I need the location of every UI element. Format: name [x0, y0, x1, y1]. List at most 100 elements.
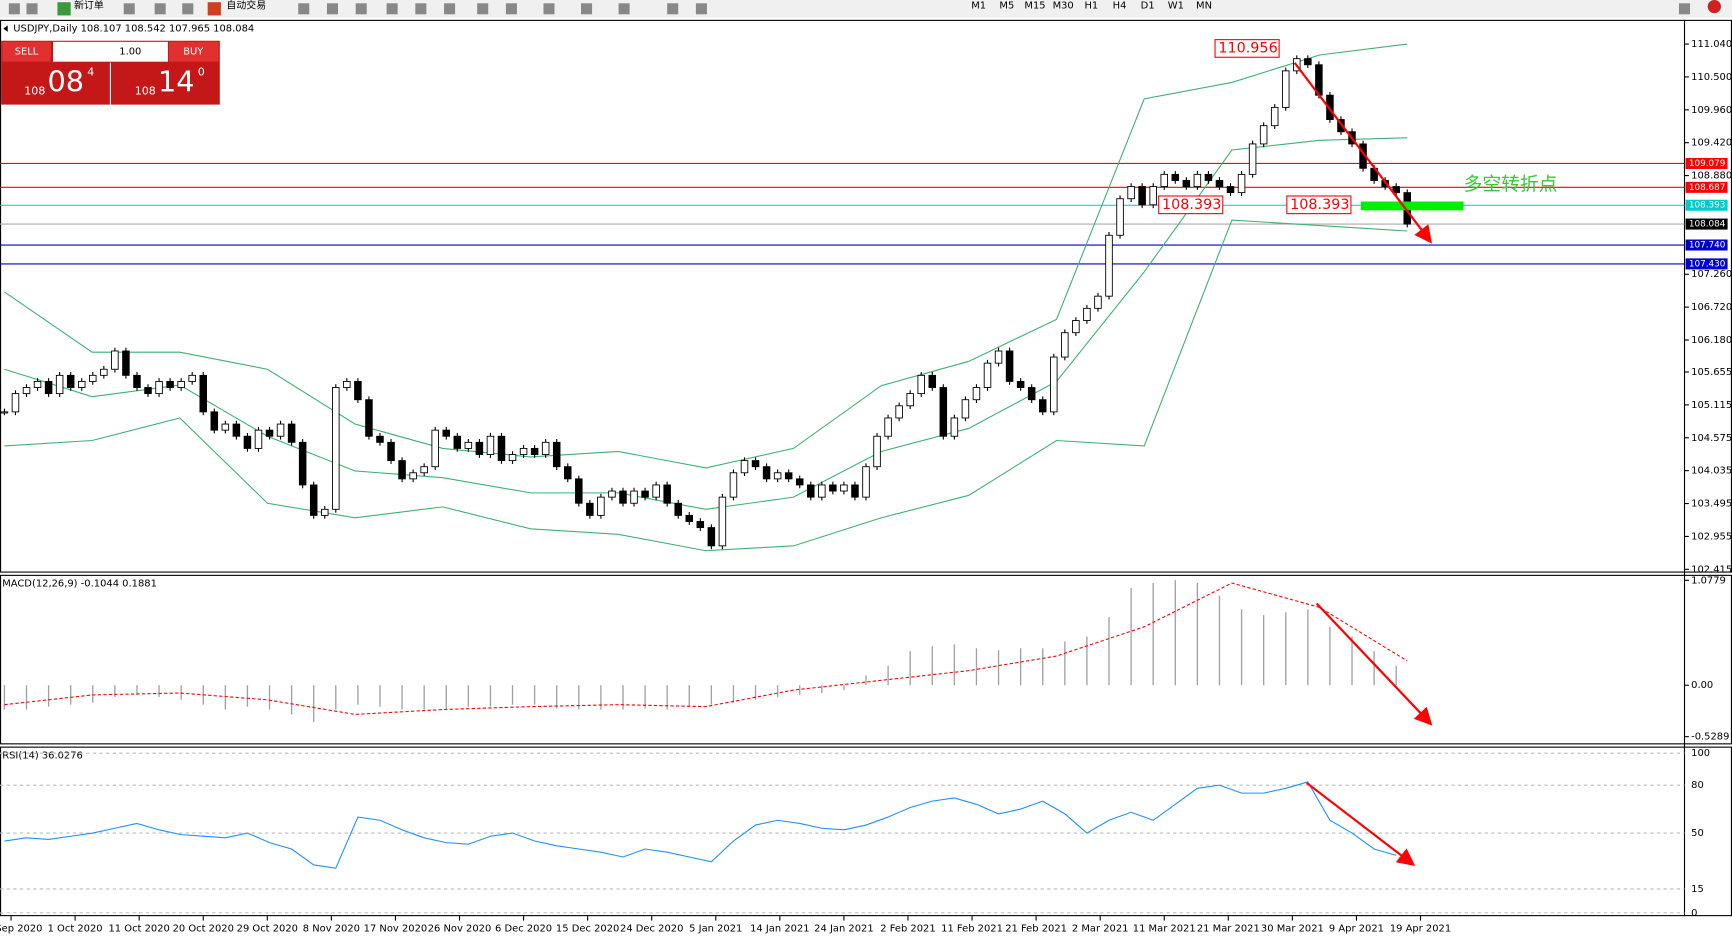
- candle: [895, 405, 903, 419]
- price-line-tag: [1685, 181, 1728, 193]
- date-label: 5 Jan 2021: [689, 923, 742, 934]
- macd-bar: [467, 685, 470, 707]
- lots[interactable]: 1.00: [119, 47, 141, 58]
- candle: [840, 484, 848, 492]
- candle: [100, 368, 108, 376]
- price-tick-label: 104.575: [1691, 433, 1732, 444]
- sell-button[interactable]: [2, 41, 51, 62]
- candle: [442, 429, 451, 437]
- annotation-box: [1286, 195, 1352, 215]
- candle: [818, 484, 826, 498]
- annotation: 108.393: [1290, 197, 1349, 213]
- candle: [1149, 186, 1157, 206]
- macd-tick-label: -0.5289: [1691, 732, 1729, 743]
- candle: [718, 496, 727, 547]
- candle: [807, 484, 815, 498]
- macd-bar: [1218, 595, 1221, 686]
- candle: [1005, 350, 1014, 382]
- price-line-label: 109.079: [1689, 159, 1726, 169]
- candle: [795, 478, 804, 486]
- new-order-icon[interactable]: [57, 2, 71, 16]
- timeframe-button[interactable]: D1: [1141, 1, 1155, 12]
- macd-bar: [1351, 636, 1353, 686]
- lots-input[interactable]: [53, 41, 168, 62]
- candle: [1171, 173, 1180, 181]
- candle: [188, 374, 196, 382]
- sell-label[interactable]: SELL: [15, 47, 39, 58]
- macd-bar: [887, 665, 889, 686]
- date-label: 1 Oct 2020: [48, 923, 103, 934]
- price-tick-label: 109.960: [1691, 105, 1732, 116]
- candle: [243, 435, 252, 449]
- timeframe-button[interactable]: MN: [1196, 1, 1212, 12]
- timeframe-button[interactable]: W1: [1168, 1, 1184, 12]
- macd-bar: [489, 685, 492, 707]
- price-tick-label: 105.655: [1691, 367, 1732, 378]
- macd-bar: [997, 650, 1000, 686]
- buy-price: 14: [158, 65, 195, 99]
- candle: [464, 441, 473, 449]
- timeframe-button[interactable]: M15: [1024, 1, 1045, 12]
- candle: [22, 387, 31, 395]
- candle: [519, 447, 528, 455]
- macd-bar: [1373, 651, 1375, 686]
- rsi-tick-label: 80: [1691, 780, 1704, 791]
- macd-bar: [1064, 641, 1066, 686]
- candle: [983, 362, 992, 388]
- candle: [641, 490, 649, 498]
- candle: [1259, 125, 1268, 145]
- rsi-tick-label: 15: [1691, 884, 1704, 895]
- price-tick-label: 102.955: [1691, 531, 1732, 542]
- macd-bar: [931, 646, 933, 686]
- timeframe-button[interactable]: H4: [1113, 1, 1127, 12]
- date-label: 22 Sep 2020: [0, 923, 42, 934]
- buy-button[interactable]: [169, 41, 219, 62]
- macd-bar: [1395, 665, 1397, 686]
- buy-label[interactable]: BUY: [183, 47, 204, 58]
- candle: [685, 514, 694, 522]
- candle: [1072, 320, 1080, 334]
- date-label: 9 Apr 2021: [1329, 923, 1384, 934]
- macd-signal: [4, 582, 1408, 715]
- macd-bar: [1240, 609, 1243, 686]
- new-order[interactable]: 新订单: [74, 0, 104, 11]
- macd-bar: [1019, 648, 1022, 686]
- timeframe-button[interactable]: M5: [999, 1, 1014, 12]
- macd-bar: [1285, 612, 1287, 686]
- candle: [89, 374, 97, 382]
- auto-trading-icon[interactable]: [207, 2, 221, 16]
- candle: [1127, 186, 1135, 200]
- macd-bar: [335, 685, 337, 710]
- candle: [77, 380, 86, 388]
- buy-big: 108: [135, 84, 156, 97]
- auto-trading[interactable]: 自动交易: [226, 0, 266, 11]
- candle: [575, 478, 583, 504]
- candle: [210, 411, 219, 431]
- candle: [55, 374, 64, 395]
- price-line-tag: [1685, 258, 1728, 270]
- candle: [740, 460, 749, 474]
- macd-bar: [1329, 626, 1331, 686]
- price-line-label: 108.687: [1689, 183, 1726, 193]
- candle: [851, 484, 859, 498]
- candle: [33, 380, 42, 388]
- macd-bar: [1130, 587, 1132, 686]
- macd-bar: [357, 685, 359, 705]
- candle: [376, 435, 384, 443]
- macd-bar: [511, 685, 514, 705]
- timeframe-button[interactable]: H1: [1084, 1, 1098, 12]
- timeframe-button[interactable]: M1: [971, 1, 986, 12]
- price-tick-label: 106.180: [1691, 335, 1732, 346]
- turning-zone: [1360, 201, 1464, 211]
- timeframe-button[interactable]: M30: [1053, 1, 1074, 12]
- price-line-label: 107.430: [1689, 259, 1726, 269]
- candle: [1304, 58, 1312, 66]
- toolbar: [0, 0, 1732, 18]
- price-tick-label: 108.880: [1691, 171, 1732, 182]
- date-label: 29 Oct 2020: [237, 923, 298, 934]
- candle: [398, 460, 406, 480]
- candle: [1281, 70, 1290, 108]
- candle: [177, 380, 185, 388]
- date-label: 2 Feb 2021: [880, 923, 935, 934]
